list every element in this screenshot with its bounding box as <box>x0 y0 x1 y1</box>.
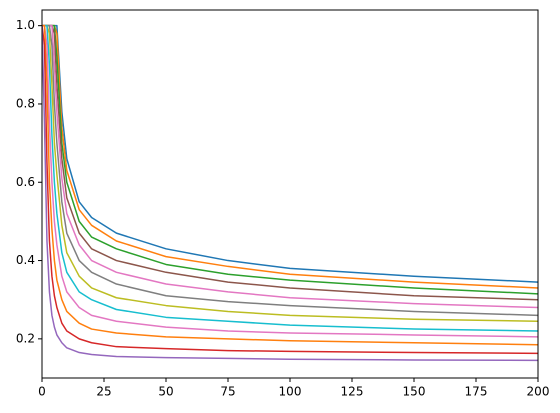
y-tick-label: 0.8 <box>16 96 35 110</box>
x-tick-label: 100 <box>279 385 302 399</box>
y-tick-label: 0.4 <box>16 253 35 267</box>
data-line <box>42 24 538 317</box>
x-tick-label: 125 <box>341 385 364 399</box>
data-line <box>42 25 538 355</box>
y-tick-label: 0.6 <box>16 175 35 189</box>
data-line <box>42 24 538 338</box>
data-line <box>42 25 538 362</box>
x-tick-label: 25 <box>96 385 111 399</box>
data-line <box>42 24 538 301</box>
data-line <box>42 24 538 346</box>
x-tick-label: 50 <box>158 385 173 399</box>
data-line <box>42 24 538 295</box>
y-tick-label: 0.2 <box>16 331 35 345</box>
data-line <box>42 24 538 332</box>
data-line <box>42 24 538 309</box>
plot-lines <box>42 24 538 362</box>
x-tick-label: 200 <box>527 385 550 399</box>
x-tick-label: 0 <box>38 385 46 399</box>
data-line <box>42 24 538 322</box>
axes-frame <box>41 9 539 379</box>
y-tick-label: 1.0 <box>16 18 35 32</box>
x-tick-label: 175 <box>465 385 488 399</box>
x-tick-label: 75 <box>220 385 235 399</box>
data-line <box>42 24 538 283</box>
x-tick-label: 150 <box>403 385 426 399</box>
